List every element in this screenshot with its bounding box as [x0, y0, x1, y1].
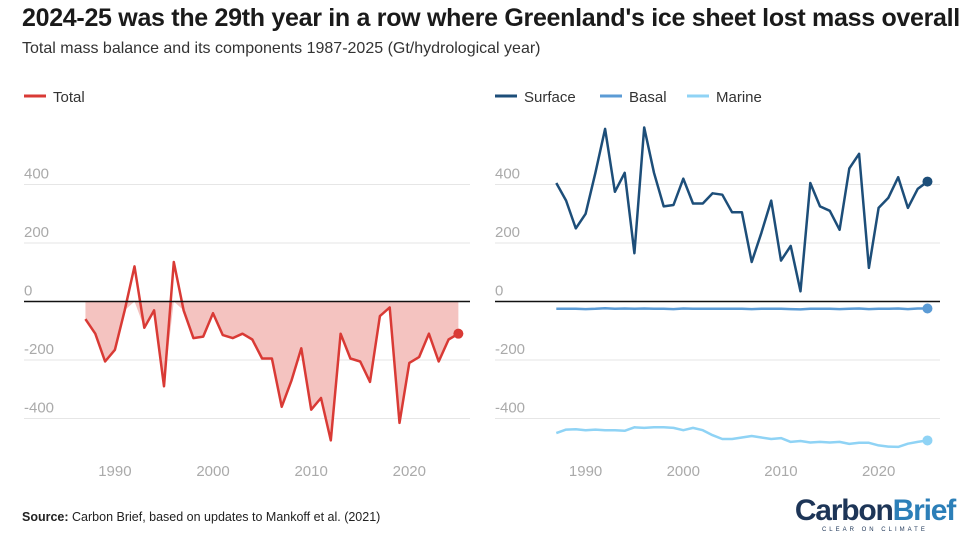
- x-tick-label: 2020: [862, 463, 895, 480]
- panel-total: -400 -200 0 200 400 1990 2000 2010 2020: [24, 166, 470, 480]
- y-tick-label: 400: [24, 166, 49, 183]
- x-tick-label: 2020: [393, 463, 426, 480]
- source-label: Source:: [22, 510, 69, 524]
- y-tick-label: 0: [495, 283, 503, 300]
- legend-components: Surface Basal Marine: [495, 89, 762, 106]
- x-tick-label: 2000: [667, 463, 700, 480]
- legend-marine-label: Marine: [716, 89, 762, 106]
- carbon-brief-logo: CarbonBrief CLEAR ON CLIMATE: [794, 494, 957, 534]
- series-line-surface: [555, 126, 929, 293]
- area-fill-total: [85, 301, 459, 441]
- source-text: Carbon Brief, based on updates to Mankof…: [72, 510, 381, 524]
- x-tick-label: 2010: [764, 463, 797, 480]
- logo-part2: Brief: [892, 494, 957, 527]
- source-note: Source: Carbon Brief, based on updates t…: [22, 510, 380, 524]
- legend-total: Total: [24, 89, 85, 106]
- x-tick-label: 1990: [569, 463, 602, 480]
- x-tick-label: 2010: [294, 463, 327, 480]
- logo-part1: Carbon: [794, 494, 894, 527]
- y-tick-label: -200: [495, 341, 525, 358]
- logo-wordmark: CarbonBrief: [794, 494, 957, 527]
- legend-total-label: Total: [53, 89, 85, 106]
- series-line-basal: [556, 306, 928, 311]
- y-tick-label: 400: [495, 166, 520, 183]
- legend-basal-label: Basal: [629, 89, 667, 106]
- series-line-marine: [555, 426, 928, 449]
- endpoint-surface: [922, 176, 933, 187]
- page-subtitle: Total mass balance and its components 19…: [22, 40, 541, 57]
- legend-surface-label: Surface: [524, 89, 576, 106]
- logo-tagline: CLEAR ON CLIMATE: [821, 527, 928, 533]
- y-tick-label: -400: [24, 400, 54, 417]
- series-line-total: [84, 260, 460, 442]
- y-tick-label: -400: [495, 400, 525, 417]
- y-tick-label: 200: [24, 224, 49, 241]
- y-tick-label: -200: [24, 341, 54, 358]
- x-tick-label: 2000: [196, 463, 229, 480]
- panel-components: -400 -200 0 200 400 1990 2000 2010 2020: [495, 126, 940, 480]
- y-tick-label: 0: [24, 283, 32, 300]
- y-tick-label: 200: [495, 224, 520, 241]
- endpoint-marine: [922, 435, 933, 446]
- endpoint-total: [453, 328, 464, 339]
- page-title: 2024-25 was the 29th year in a row where…: [22, 4, 960, 32]
- endpoint-basal: [922, 303, 933, 314]
- x-tick-label: 1990: [98, 463, 131, 480]
